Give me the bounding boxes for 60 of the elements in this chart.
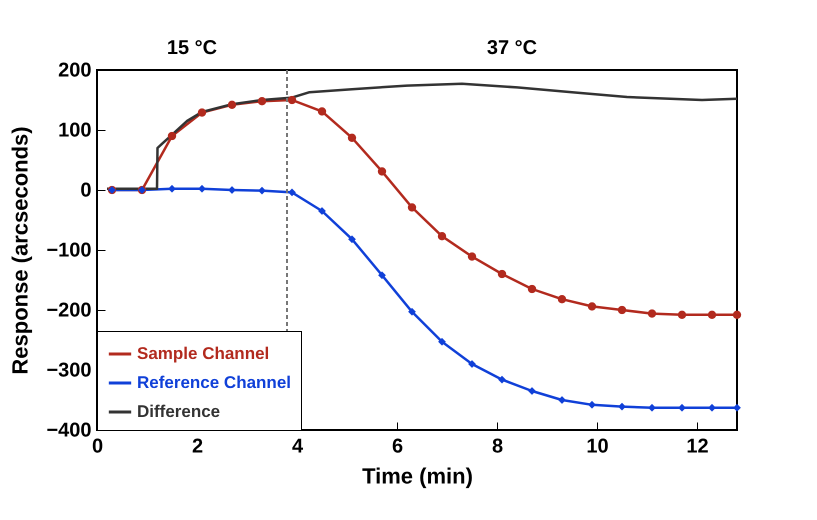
- point: [468, 360, 476, 368]
- point: [168, 132, 176, 140]
- x-tick-label: 12: [686, 436, 709, 458]
- point: [588, 400, 596, 409]
- point: [198, 184, 206, 193]
- point: [168, 184, 176, 193]
- point: [678, 310, 686, 319]
- text: 15 °C: [166, 37, 218, 59]
- point: [378, 167, 386, 176]
- y-tick-label: 200: [58, 60, 92, 82]
- point: [348, 134, 356, 142]
- point: [198, 108, 206, 117]
- legend-label: Reference Channel: [137, 373, 291, 392]
- point: [258, 97, 266, 106]
- x-tick-label: 10: [586, 436, 609, 458]
- x-tick-label: 2: [192, 436, 204, 458]
- point: [708, 310, 716, 319]
- x-tick-label: 8: [492, 436, 504, 458]
- legend-label: Difference: [137, 402, 220, 421]
- point: [348, 235, 356, 244]
- y-tick-label: 0: [80, 180, 92, 202]
- y-tick-label: −100: [46, 240, 92, 262]
- point: [588, 302, 596, 311]
- y-tick-label: 100: [58, 120, 92, 142]
- point: [378, 271, 386, 280]
- point: [318, 107, 326, 116]
- x-tick-label: 4: [292, 436, 304, 458]
- point: [558, 295, 566, 304]
- point: [288, 96, 296, 104]
- legend-label: Sample Channel: [137, 344, 270, 363]
- point: [228, 186, 236, 194]
- y-tick-label: −400: [46, 420, 92, 442]
- point: [618, 306, 626, 314]
- point: [318, 207, 326, 215]
- point: [733, 404, 741, 412]
- x-tick-label: 6: [392, 436, 404, 458]
- y-axis-title: Response (arcseconds): [7, 126, 32, 375]
- point: [438, 338, 446, 346]
- point: [408, 308, 416, 316]
- point: [498, 376, 506, 384]
- point: [288, 188, 296, 196]
- point: [708, 404, 716, 412]
- x-axis-title: Time (min): [362, 464, 473, 488]
- point: [528, 284, 536, 294]
- text: 37 °C: [486, 37, 538, 59]
- point: [648, 404, 656, 412]
- y-tick-label: −200: [46, 300, 92, 322]
- point: [258, 186, 266, 194]
- point: [408, 203, 416, 212]
- point: [498, 270, 506, 278]
- point: [438, 232, 446, 240]
- point: [732, 310, 742, 319]
- y-tick-label: −300: [46, 360, 92, 382]
- point: [228, 100, 236, 109]
- point: [678, 404, 686, 412]
- point: [648, 309, 656, 318]
- point: [558, 396, 566, 404]
- point: [468, 252, 476, 261]
- point: [528, 387, 536, 395]
- point: [618, 402, 626, 410]
